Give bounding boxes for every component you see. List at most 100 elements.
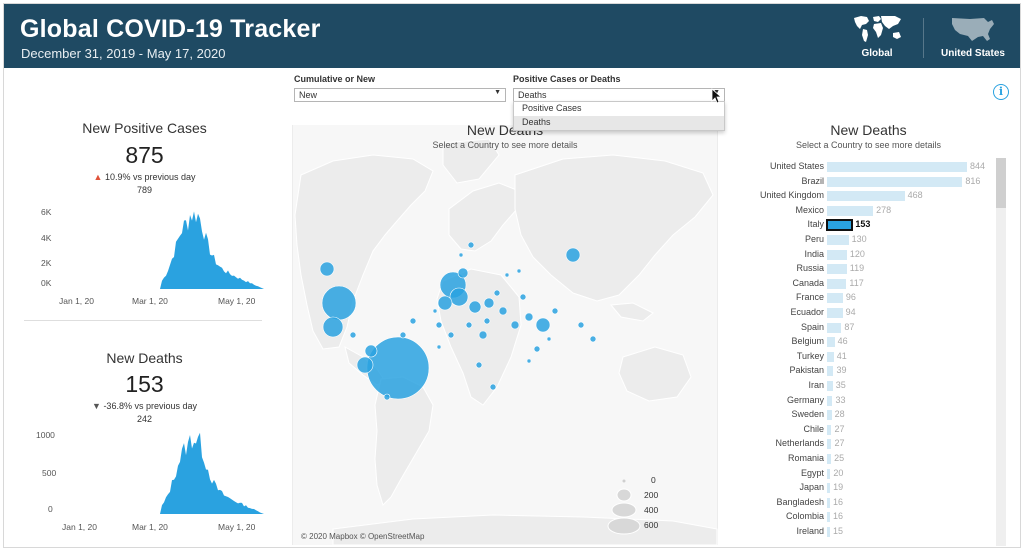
country-bar-row[interactable]: Peru 130 bbox=[730, 233, 992, 248]
country-bar[interactable] bbox=[827, 468, 831, 479]
country-bar[interactable] bbox=[827, 497, 830, 508]
country-bar[interactable] bbox=[827, 366, 834, 377]
country-bar-row[interactable]: Russia 119 bbox=[730, 262, 992, 277]
country-bar-row[interactable]: Italy 153 bbox=[730, 218, 992, 233]
country-bubble[interactable] bbox=[519, 293, 527, 301]
country-bubble[interactable] bbox=[483, 317, 491, 325]
country-bubble[interactable] bbox=[589, 335, 597, 343]
country-bubble[interactable] bbox=[465, 321, 473, 329]
country-bubble[interactable] bbox=[364, 344, 378, 358]
country-bubble[interactable] bbox=[349, 331, 357, 339]
country-bubble[interactable] bbox=[457, 267, 469, 279]
info-icon[interactable]: i bbox=[993, 84, 1009, 100]
country-bar[interactable] bbox=[827, 308, 843, 318]
country-bar[interactable] bbox=[827, 527, 830, 537]
dropdown-option-deaths[interactable]: Deaths bbox=[514, 116, 724, 130]
country-bubble[interactable] bbox=[322, 316, 344, 338]
country-bubble[interactable] bbox=[356, 356, 374, 374]
country-bar[interactable] bbox=[827, 235, 849, 245]
country-bubble[interactable] bbox=[478, 330, 488, 340]
country-bar[interactable] bbox=[827, 191, 905, 202]
country-bubble[interactable] bbox=[458, 252, 464, 258]
country-bar-row[interactable]: United States 844 bbox=[730, 160, 992, 175]
country-bubble[interactable] bbox=[498, 306, 508, 316]
country-bar-row[interactable]: Japan 19 bbox=[730, 481, 992, 496]
bar-chart-scrollbar[interactable] bbox=[996, 158, 1006, 546]
country-bar-row[interactable]: Brazil 816 bbox=[730, 175, 992, 190]
country-bubble[interactable] bbox=[483, 297, 495, 309]
country-bubble[interactable] bbox=[577, 321, 585, 329]
us-nav-button[interactable]: United States bbox=[928, 14, 1018, 64]
country-bubble[interactable] bbox=[437, 295, 453, 311]
country-bubble[interactable] bbox=[546, 336, 552, 342]
country-bar[interactable] bbox=[827, 278, 847, 289]
country-bubble[interactable] bbox=[432, 308, 438, 314]
country-bubble[interactable] bbox=[449, 287, 469, 307]
country-bubble[interactable] bbox=[383, 393, 391, 401]
country-bar[interactable] bbox=[827, 381, 833, 391]
country-bar[interactable] bbox=[827, 424, 832, 435]
country-bar-row[interactable]: Belgium 46 bbox=[730, 335, 992, 350]
country-bubble[interactable] bbox=[436, 344, 442, 350]
country-bar[interactable] bbox=[827, 439, 832, 450]
country-bubble[interactable] bbox=[551, 307, 559, 315]
country-bar-row[interactable]: United Kingdom 468 bbox=[730, 189, 992, 204]
country-bar[interactable] bbox=[827, 512, 830, 523]
country-bar-row[interactable]: Pakistan 39 bbox=[730, 364, 992, 379]
country-bubble[interactable] bbox=[435, 321, 443, 329]
country-bubble[interactable] bbox=[475, 361, 483, 369]
country-bubble[interactable] bbox=[366, 336, 430, 400]
country-bubble[interactable] bbox=[467, 241, 475, 249]
country-bubble[interactable] bbox=[321, 285, 357, 321]
country-bubble[interactable] bbox=[447, 331, 455, 339]
country-bar[interactable] bbox=[827, 410, 832, 421]
country-bar-row[interactable]: Bangladesh 16 bbox=[730, 496, 992, 511]
country-bubble[interactable] bbox=[399, 331, 407, 339]
country-bubble[interactable] bbox=[516, 268, 522, 274]
country-bubble[interactable] bbox=[489, 383, 497, 391]
country-bubble[interactable] bbox=[319, 261, 335, 277]
country-bubble[interactable] bbox=[409, 317, 417, 325]
country-bar-row[interactable]: Chile 27 bbox=[730, 423, 992, 438]
scrollbar-thumb[interactable] bbox=[996, 158, 1006, 208]
country-bar[interactable] bbox=[827, 395, 833, 406]
country-bar[interactable] bbox=[827, 293, 843, 304]
country-bar[interactable] bbox=[827, 162, 967, 172]
country-bar[interactable] bbox=[827, 264, 847, 275]
country-bar[interactable] bbox=[827, 454, 832, 464]
country-bubble[interactable] bbox=[468, 300, 482, 314]
country-bubble[interactable] bbox=[535, 317, 551, 333]
country-bar-row[interactable]: Germany 33 bbox=[730, 394, 992, 409]
country-bar-row[interactable]: Canada 117 bbox=[730, 277, 992, 292]
country-bubble[interactable] bbox=[504, 272, 510, 278]
global-nav-button[interactable]: Global bbox=[832, 14, 922, 64]
country-bar[interactable] bbox=[827, 322, 842, 333]
country-bar[interactable] bbox=[827, 351, 834, 362]
country-bar-row[interactable]: Netherlands 27 bbox=[730, 437, 992, 452]
country-bar[interactable] bbox=[827, 483, 831, 494]
world-map[interactable] bbox=[292, 125, 718, 545]
country-bar-row[interactable]: Mexico 278 bbox=[730, 204, 992, 219]
country-bar-row[interactable]: Ireland 15 bbox=[730, 525, 992, 540]
country-bubble[interactable] bbox=[524, 312, 534, 322]
metric-select[interactable]: Deaths ▼ bbox=[513, 88, 725, 102]
country-bar[interactable] bbox=[827, 337, 835, 348]
country-bar[interactable] bbox=[827, 205, 874, 216]
country-bar-row[interactable]: Colombia 16 bbox=[730, 510, 992, 525]
country-bar[interactable] bbox=[827, 249, 847, 260]
country-bar-row[interactable]: India 120 bbox=[730, 248, 992, 263]
country-bar[interactable] bbox=[827, 176, 963, 187]
country-bubble[interactable] bbox=[533, 345, 541, 353]
country-bar-row[interactable]: Egypt 20 bbox=[730, 467, 992, 482]
country-bar-row[interactable]: Iran 35 bbox=[730, 379, 992, 394]
country-bubble[interactable] bbox=[526, 358, 532, 364]
country-bar-row[interactable]: Ecuador 94 bbox=[730, 306, 992, 321]
country-bar-row[interactable]: Turkey 41 bbox=[730, 350, 992, 365]
map-bubbles[interactable] bbox=[293, 125, 719, 545]
dropdown-option-positive-cases[interactable]: Positive Cases bbox=[522, 103, 582, 113]
country-bubble[interactable] bbox=[510, 320, 520, 330]
cumulative-select[interactable]: New ▼ bbox=[294, 88, 506, 102]
country-bar-row[interactable]: Spain 87 bbox=[730, 321, 992, 336]
country-bubble[interactable] bbox=[493, 289, 501, 297]
country-bar-row[interactable]: Sweden 28 bbox=[730, 408, 992, 423]
